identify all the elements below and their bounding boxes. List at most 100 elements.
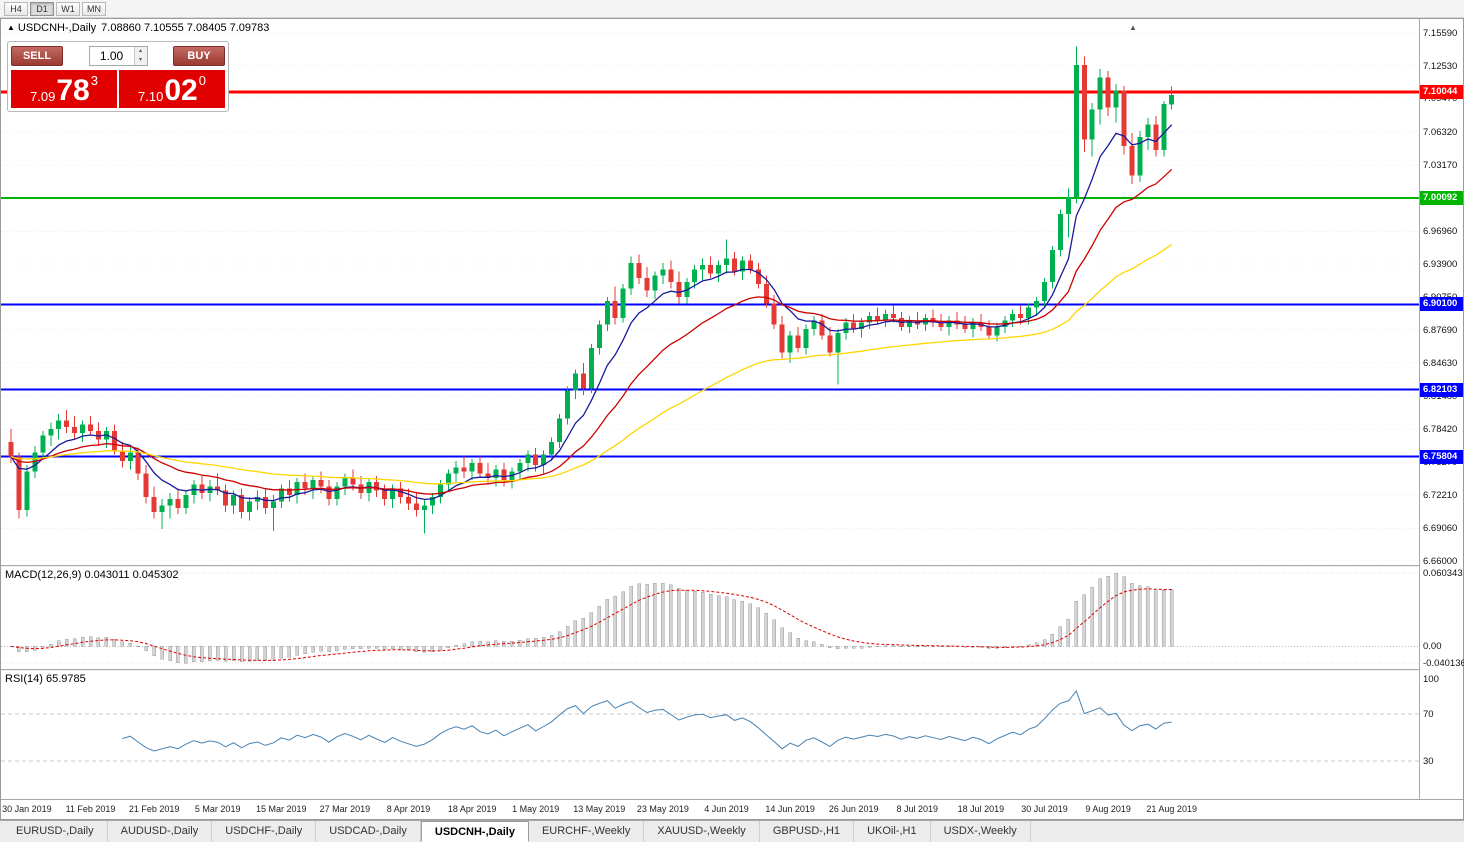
rsi-label: RSI(14) 65.9785	[5, 673, 86, 685]
timeframe-button-W1[interactable]: W1	[56, 1, 80, 16]
date-label: 30 Jul 2019	[1021, 804, 1068, 814]
price-tick-label: 7.06320	[1423, 126, 1458, 138]
date-label: 18 Jul 2019	[957, 804, 1005, 814]
main-chart-pane: ▲	[1, 19, 1419, 565]
ask-price-prefix: 7.10	[138, 89, 164, 104]
rsi-pane: RSI(14) 65.9785	[1, 671, 1419, 799]
collapse-panel-icon[interactable]: ▲	[7, 23, 15, 32]
price-tick-label: 6.96960	[1423, 226, 1458, 238]
volume-decrease-button[interactable]: ▾	[134, 56, 147, 65]
ma-line-mid[interactable]	[10, 168, 1173, 495]
timeframe-button-H4[interactable]: H4	[4, 1, 28, 16]
volume-spinner: ▴ ▾	[133, 47, 147, 65]
price-tick-label: 7.03170	[1423, 160, 1458, 172]
date-label: 26 Jun 2019	[828, 804, 879, 814]
sell-button[interactable]: SELL	[11, 46, 63, 66]
date-label: 8 Jul 2019	[896, 804, 939, 814]
macd-signal-line[interactable]	[10, 588, 1172, 661]
bid-price-big-digits: 78	[56, 74, 90, 107]
macd-tick-label: 0.060343	[1423, 568, 1463, 579]
rsi-line[interactable]	[122, 689, 1172, 752]
price-tick-label: 6.72210	[1423, 489, 1458, 501]
date-label: 21 Aug 2019	[1146, 804, 1197, 814]
date-label: 14 Jun 2019	[765, 804, 815, 814]
timeframe-button-D1[interactable]: D1	[30, 1, 54, 16]
price-line-tag-6.90100[interactable]: 6.90100	[1420, 297, 1463, 312]
scroll-to-end-icon[interactable]: ▲	[1129, 23, 1137, 32]
date-label: 4 Jun 2019	[704, 804, 749, 814]
bid-price-pip-digit: 3	[90, 73, 98, 88]
date-label: 9 Aug 2019	[1085, 804, 1131, 814]
rsi-canvas[interactable]	[1, 671, 1419, 799]
rsi-tick-label: 70	[1423, 709, 1434, 721]
chart-title: ▲ USDCNH-,Daily 7.08860 7.10555 7.08405 7.…	[7, 22, 269, 34]
pane-divider[interactable]	[1, 565, 1463, 567]
buy-button[interactable]: BUY	[173, 46, 225, 66]
macd-pane: MACD(12,26,9) 0.043011 0.045302	[1, 567, 1419, 669]
price-tick-label: 6.81480	[1423, 391, 1458, 403]
ask-price-display[interactable]: 7.10 02 0	[119, 70, 225, 108]
timeframe-toolbar: H4 D1 W1 MN	[0, 0, 1464, 18]
macd-histogram	[9, 572, 1174, 664]
volume-field: ▴ ▾	[88, 46, 148, 66]
price-tick-label: 6.78420	[1423, 423, 1458, 435]
date-label: 21 Feb 2019	[128, 804, 180, 814]
chart-tab-GBPUSD[interactable]: GBPUSD-,H1	[760, 821, 855, 842]
date-label: 8 Apr 2019	[386, 804, 431, 814]
macd-tick-label: 0.00	[1423, 641, 1442, 653]
date-label: 1 May 2019	[512, 804, 560, 814]
ma-line-fast[interactable]	[10, 124, 1173, 502]
volume-input[interactable]	[89, 47, 134, 65]
price-axis[interactable]: 7.155907.125307.094707.063207.031707.000…	[1419, 19, 1464, 799]
main-chart-canvas[interactable]	[1, 19, 1419, 565]
price-tick-label: 7.15590	[1423, 28, 1458, 39]
price-tick-label: 7.12530	[1423, 60, 1458, 72]
date-label: 27 Mar 2019	[319, 804, 371, 814]
bid-price-prefix: 7.09	[30, 89, 56, 104]
chart-tab-AUDUSD[interactable]: AUDUSD-,Daily	[108, 821, 213, 842]
date-label: 11 Feb 2019	[65, 804, 116, 814]
chart-ohlc-values: 7.08860 7.10555 7.08405 7.09783	[101, 22, 270, 34]
chart-tab-USDCAD[interactable]: USDCAD-,Daily	[316, 821, 421, 842]
chart-tab-USDCNH[interactable]: USDCNH-,Daily	[420, 821, 529, 842]
rsi-tick-label: 100	[1423, 674, 1439, 685]
chart-tab-USDCHF[interactable]: USDCHF-,Daily	[212, 821, 317, 842]
price-line-tag-6.82103[interactable]: 6.82103	[1420, 382, 1463, 397]
date-label: 13 May 2019	[573, 804, 626, 814]
price-tick-label: 6.93900	[1423, 258, 1458, 270]
price-line-tag-7.00092[interactable]: 7.00092	[1420, 191, 1463, 205]
ma-line-slow[interactable]	[10, 243, 1173, 485]
chart-symbol-period: USDCNH-,Daily	[17, 22, 97, 34]
price-line-tag-7.10044[interactable]: 7.10044	[1420, 85, 1463, 100]
candlesticks	[8, 46, 1175, 534]
chart-tab-EURUSD[interactable]: EURUSD-,Daily	[3, 821, 108, 842]
date-label: 30 Jan 2019	[2, 804, 52, 814]
volume-increase-button[interactable]: ▴	[134, 47, 147, 56]
chart-tab-USDX[interactable]: USDX-,Weekly	[931, 821, 1031, 842]
chart-tab-EURCHF[interactable]: EURCHF-,Weekly	[529, 821, 645, 842]
price-tick-label: 6.69060	[1423, 523, 1458, 535]
price-tick-label: 6.66000	[1423, 556, 1458, 567]
pane-divider[interactable]	[1, 669, 1463, 671]
chart-tab-XAUUSD[interactable]: XAUUSD-,Weekly	[644, 821, 760, 842]
date-label: 15 Mar 2019	[256, 804, 307, 814]
price-line-tag-6.75804[interactable]: 6.75804	[1420, 449, 1463, 464]
chart-tab-UKOil[interactable]: UKOil-,H1	[854, 821, 931, 842]
price-tick-label: 6.87690	[1423, 325, 1458, 337]
bid-price-display[interactable]: 7.09 78 3	[11, 70, 117, 108]
ask-price-big-digits: 02	[164, 74, 198, 107]
chart-tab-bar: EURUSD-,Daily AUDUSD-,Daily USDCHF-,Daily U…	[0, 820, 1464, 842]
timeframe-button-MN[interactable]: MN	[82, 1, 106, 16]
date-label: 5 Mar 2019	[194, 804, 241, 814]
macd-tick-label: -0.040136	[1423, 658, 1464, 669]
price-tick-label: 6.84630	[1423, 357, 1458, 369]
date-label: 18 Apr 2019	[447, 804, 497, 814]
rsi-tick-label: 30	[1423, 755, 1434, 767]
macd-canvas[interactable]	[1, 567, 1419, 669]
macd-label: MACD(12,26,9) 0.043011 0.045302	[5, 569, 179, 581]
time-axis[interactable]: 30 Jan 2019 11 Feb 2019 21 Feb 2019 5 Mar 2…	[1, 799, 1463, 819]
horizontal-level-lines[interactable]	[1, 90, 1419, 458]
chart-window: ▲ ▲ USDCNH-,Daily 7.08860 7.10555 7.08405 …	[0, 18, 1464, 820]
